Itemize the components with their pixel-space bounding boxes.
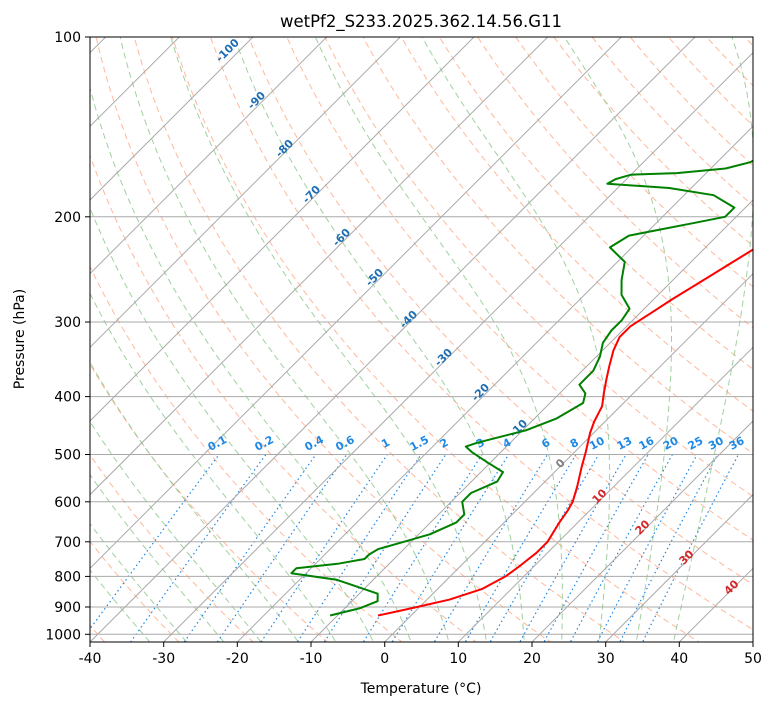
plot-frame [89,36,754,643]
dry-adiabat-line [90,154,477,642]
y-tick-label: 600 [54,495,81,511]
x-tick-label: -10 [300,651,323,667]
x-tick-label: -40 [79,651,102,667]
mixing-ratio-line [296,454,422,642]
x-axis-ticks: -40 -30 -20 -10 0 10 20 30 40 50 [79,642,762,667]
y-tick-label: 500 [54,448,81,464]
isotherm-line [90,37,549,496]
dry-adiabat-line [286,37,753,541]
profile-series [290,159,753,617]
temperature-profile-line [377,248,753,617]
y-tick-label: 900 [54,600,81,616]
chart-title: wetPf2_S233.2025.362.14.56.G11 [280,12,562,32]
mixing-ratio-label: 36 [727,434,747,453]
mixing-ratio-line [543,454,649,642]
x-tick-label: 30 [597,651,615,667]
x-tick-label: 50 [744,651,762,667]
x-tick-label: -30 [152,651,175,667]
isotherm-line [457,346,753,642]
mixing-ratio-label: 30 [706,434,726,453]
isotherm-line [604,493,753,642]
dry-adiabat-line [90,265,403,642]
mixing-ratio-line [569,454,673,642]
isotherm-line [90,37,475,422]
dry-adiabat-line [324,37,753,498]
isotherm-line [90,37,623,570]
y-tick-label: 400 [54,390,81,406]
isotherm-line [90,37,254,201]
dry-adiabat-line [248,37,753,586]
mixing-ratio-label: 10 [587,434,607,453]
x-tick-label: 0 [380,651,389,667]
y-tick-label: 100 [54,30,81,46]
x-tick-label: 40 [670,651,688,667]
moist-adiabat-line [90,86,412,642]
isotherm-line [90,37,696,642]
isotherm-line [90,37,328,275]
isotherms [90,37,753,642]
mixing-ratio-label: 25 [686,434,706,453]
x-axis-label: Temperature (°C) [360,681,482,697]
mixing-ratio-line [362,454,483,642]
mixing-ratio-label: 13 [615,434,635,453]
isotherm-line [90,37,402,349]
y-axis-label: Pressure (hPa) [12,289,28,389]
isotherm-line [310,199,753,642]
mixing-ratio-line [433,454,549,642]
isotherm-line [531,420,753,642]
x-tick-label: 20 [523,651,541,667]
y-axis-ticks: 100 200 300 400 500 600 700 800 900 1000 [45,30,90,643]
mixing-ratio-line [519,454,627,642]
y-tick-label: 300 [54,315,81,331]
y-tick-label: 700 [54,535,81,551]
mixing-ratio-label: 20 [661,434,681,453]
x-tick-label: -20 [226,651,249,667]
dewpoint-profile-line [290,159,753,617]
isobars [90,37,753,635]
x-tick-label: 10 [449,651,467,667]
mixing-ratio-label: 16 [637,434,657,453]
y-tick-label: 200 [54,210,81,226]
dry-adiabat-line [362,37,753,455]
isotherm-line [383,272,753,642]
y-tick-label: 800 [54,569,81,585]
moist-adiabat-line [90,206,375,642]
mixing-ratio-line [391,454,510,642]
isotherm-line [236,125,753,642]
isotherm-line [162,51,753,642]
y-tick-label: 1000 [45,627,81,643]
mixing-ratio-line [323,454,447,642]
